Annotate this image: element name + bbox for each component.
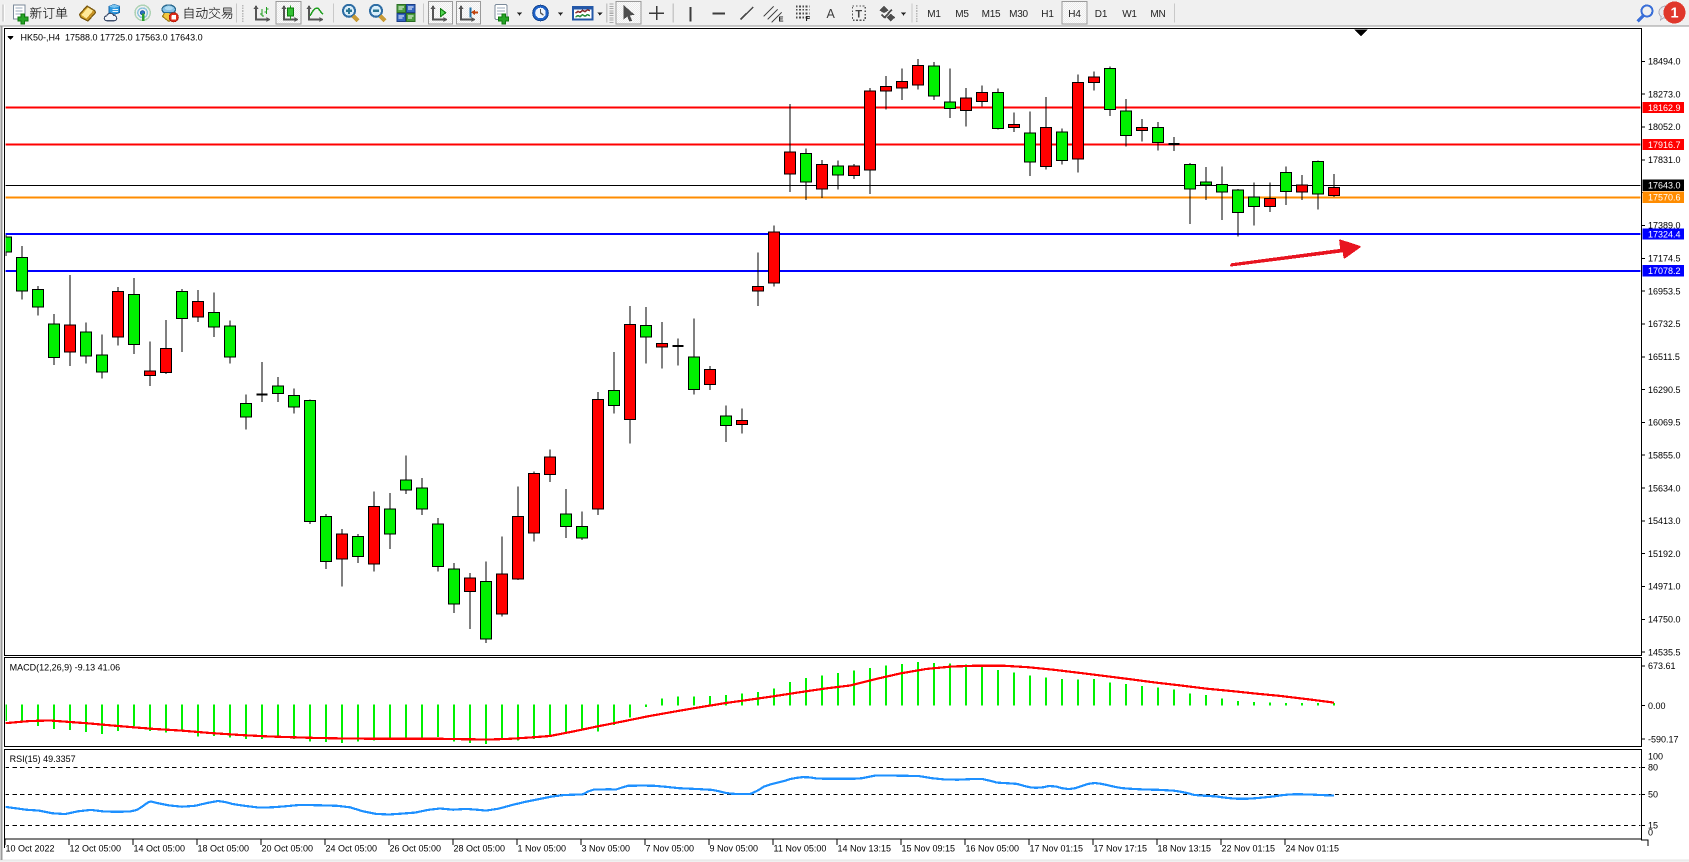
svg-text:14971.0: 14971.0 xyxy=(1648,582,1681,592)
svg-text:18273.0: 18273.0 xyxy=(1648,89,1681,99)
svg-text:0.00: 0.00 xyxy=(1648,701,1666,711)
svg-text:80: 80 xyxy=(1648,763,1658,773)
svg-text:26 Oct 05:00: 26 Oct 05:00 xyxy=(390,844,442,854)
svg-text:16069.5: 16069.5 xyxy=(1648,418,1681,428)
svg-text:14750.0: 14750.0 xyxy=(1648,615,1681,625)
svg-text:20 Oct 05:00: 20 Oct 05:00 xyxy=(262,844,314,854)
svg-text:10 Oct 2022: 10 Oct 2022 xyxy=(6,844,55,854)
svg-text:15: 15 xyxy=(1648,821,1658,831)
svg-text:3 Nov 05:00: 3 Nov 05:00 xyxy=(582,844,631,854)
svg-text:T: T xyxy=(855,8,862,20)
svg-text:24 Oct 05:00: 24 Oct 05:00 xyxy=(326,844,378,854)
svg-text:H4: H4 xyxy=(1068,9,1081,20)
svg-text:F: F xyxy=(806,14,811,23)
svg-text:50: 50 xyxy=(1648,790,1658,800)
svg-text:M30: M30 xyxy=(1009,9,1028,20)
svg-text:22 Nov 01:15: 22 Nov 01:15 xyxy=(1222,844,1276,854)
svg-text:17643.0: 17643.0 xyxy=(1648,181,1681,191)
svg-text:14 Oct 05:00: 14 Oct 05:00 xyxy=(134,844,186,854)
svg-text:18 Nov 13:15: 18 Nov 13:15 xyxy=(1158,844,1212,854)
svg-text:17916.7: 17916.7 xyxy=(1648,140,1681,150)
svg-text:28 Oct 05:00: 28 Oct 05:00 xyxy=(454,844,506,854)
svg-text:17174.5: 17174.5 xyxy=(1648,254,1681,264)
svg-text:12 Oct 05:00: 12 Oct 05:00 xyxy=(70,844,122,854)
svg-text:-590.17: -590.17 xyxy=(1648,734,1679,744)
svg-text:17570.6: 17570.6 xyxy=(1648,193,1681,203)
svg-text:1: 1 xyxy=(1670,6,1678,22)
svg-text:MACD(12,26,9) -9.13 41.06: MACD(12,26,9) -9.13 41.06 xyxy=(10,662,121,672)
svg-text:15 Nov 09:15: 15 Nov 09:15 xyxy=(902,844,956,854)
svg-text:M1: M1 xyxy=(927,9,941,20)
svg-text:E: E xyxy=(779,15,784,24)
svg-text:17 Nov 01:15: 17 Nov 01:15 xyxy=(1030,844,1084,854)
svg-text:18052.0: 18052.0 xyxy=(1648,122,1681,132)
svg-text:673.61: 673.61 xyxy=(1648,661,1676,671)
svg-text:17831.0: 17831.0 xyxy=(1648,155,1681,165)
svg-text:H1: H1 xyxy=(1041,9,1054,20)
svg-text:15413.0: 15413.0 xyxy=(1648,516,1681,526)
svg-text:16732.5: 16732.5 xyxy=(1648,319,1681,329)
svg-text:17 Nov 17:15: 17 Nov 17:15 xyxy=(1094,844,1148,854)
svg-text:15634.0: 15634.0 xyxy=(1648,483,1681,493)
svg-text:14535.5: 14535.5 xyxy=(1648,647,1681,657)
svg-text:W1: W1 xyxy=(1122,9,1137,20)
svg-text:HK50-,H4 17588.0 17725.0 1756: HK50-,H4 17588.0 17725.0 17563.0 17643.0 xyxy=(21,33,203,43)
svg-text:9 Nov 05:00: 9 Nov 05:00 xyxy=(710,844,759,854)
svg-text:18 Oct 05:00: 18 Oct 05:00 xyxy=(198,844,250,854)
svg-text:M15: M15 xyxy=(982,9,1001,20)
svg-text:D1: D1 xyxy=(1095,9,1108,20)
svg-text:7 Nov 05:00: 7 Nov 05:00 xyxy=(646,844,695,854)
svg-text:15855.0: 15855.0 xyxy=(1648,450,1681,460)
svg-text:100: 100 xyxy=(1648,752,1663,762)
svg-text:RSI(15) 49.3357: RSI(15) 49.3357 xyxy=(10,754,76,764)
svg-text:16511.5: 16511.5 xyxy=(1648,352,1680,362)
svg-text:16953.5: 16953.5 xyxy=(1648,286,1681,296)
svg-text:16290.5: 16290.5 xyxy=(1648,385,1681,395)
svg-text:M5: M5 xyxy=(955,9,969,20)
svg-text:24 Nov 01:15: 24 Nov 01:15 xyxy=(1286,844,1340,854)
svg-text:17324.4: 17324.4 xyxy=(1648,229,1681,239)
svg-text:A: A xyxy=(827,7,836,21)
svg-text:15192.0: 15192.0 xyxy=(1648,549,1681,559)
svg-text:14 Nov 13:15: 14 Nov 13:15 xyxy=(838,844,892,854)
svg-text:16 Nov 05:00: 16 Nov 05:00 xyxy=(966,844,1020,854)
svg-text:0: 0 xyxy=(1648,828,1653,838)
svg-text:17078.2: 17078.2 xyxy=(1648,266,1681,276)
svg-text:11 Nov 05:00: 11 Nov 05:00 xyxy=(774,844,827,854)
svg-text:17389.0: 17389.0 xyxy=(1648,221,1681,231)
svg-text:MN: MN xyxy=(1150,9,1165,20)
svg-text:18162.9: 18162.9 xyxy=(1648,103,1681,113)
svg-text:1 Nov 05:00: 1 Nov 05:00 xyxy=(518,844,567,854)
svg-text:18494.0: 18494.0 xyxy=(1648,57,1681,67)
